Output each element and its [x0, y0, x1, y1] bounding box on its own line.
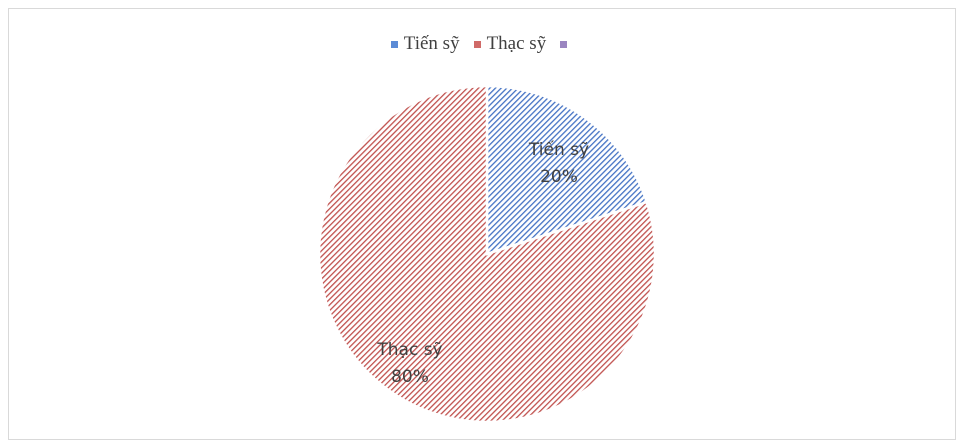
legend-label-thac-sy: Thạc sỹ — [486, 33, 547, 54]
legend-item-tien-sy: Tiến sỹ — [390, 33, 460, 55]
legend-item-empty — [560, 33, 573, 55]
legend-item-thac-sy: Thạc sỹ — [473, 33, 547, 55]
legend-swatch-thac-sy — [473, 40, 481, 48]
legend-swatch-empty — [560, 40, 568, 48]
legend-swatch-tien-sy — [390, 40, 398, 48]
legend-label-tien-sy: Tiến sỹ — [403, 33, 460, 54]
slice-thac-sy — [317, 84, 657, 424]
slice-tien-sy — [485, 84, 649, 256]
legend: Tiến sỹ Thạc sỹ — [9, 33, 955, 55]
data-label-thac-sy: Thạc sỹ 80% — [376, 340, 442, 387]
data-label-tien-sy: Tiến sỹ 20% — [528, 139, 589, 187]
